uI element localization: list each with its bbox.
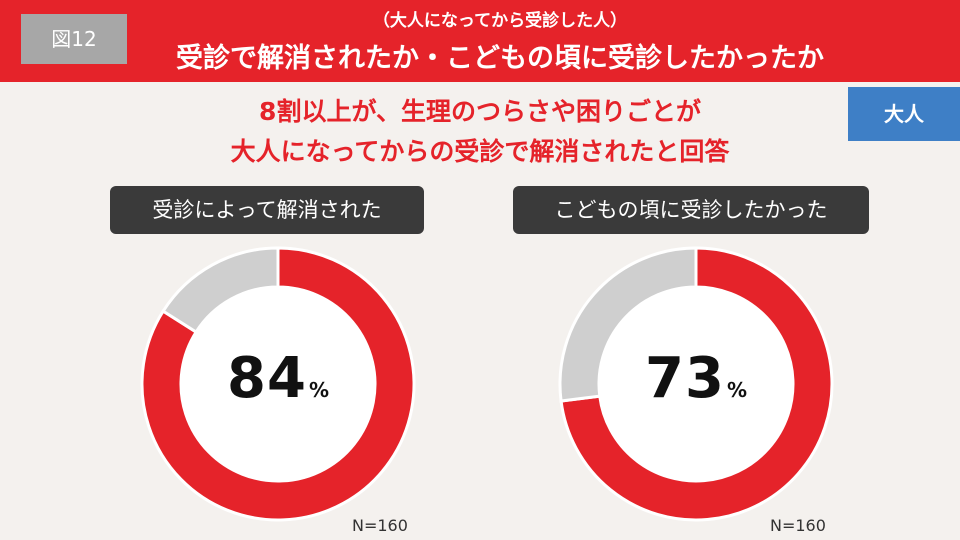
percent-value: 73	[645, 346, 725, 411]
audience-badge: 大人	[848, 87, 960, 141]
donut-slice-rest	[558, 246, 698, 403]
subtitle: （大人になってから受診した人）	[372, 11, 628, 31]
sample-size-resolved: N=160	[352, 516, 408, 535]
percent-unit: %	[726, 378, 747, 402]
chart-title-wanted-childhood: こどもの頃に受診したかった	[513, 186, 869, 234]
page-title: 受診で解消されたか・こどもの頃に受診したかったか	[176, 43, 824, 74]
donut-hole	[600, 288, 792, 480]
donut-slice-value	[559, 246, 834, 522]
headline-line-1: 8割以上が、生理のつらさや困りごとが	[259, 97, 701, 126]
percent-value: 84	[227, 346, 307, 411]
headline-line-2: 大人になってからの受診で解消されたと回答	[230, 137, 730, 166]
donut-slice-rest	[161, 246, 280, 335]
percent-unit: %	[308, 378, 329, 402]
donut-slice-value	[140, 246, 416, 522]
chart-title-resolved: 受診によって解消された	[110, 186, 424, 234]
sample-size-wanted-childhood: N=160	[770, 516, 826, 535]
header-bar: 図12 （大人になってから受診した人） 受診で解消されたか・こどもの頃に受診した…	[0, 0, 960, 82]
percent-label-resolved: 84%	[138, 346, 418, 411]
donut-chart-resolved	[140, 246, 416, 522]
figure-tag: 図12	[21, 14, 127, 64]
donut-hole	[182, 288, 374, 480]
donut-chart-wanted-childhood	[558, 246, 834, 522]
percent-label-wanted-childhood: 73%	[556, 346, 836, 411]
